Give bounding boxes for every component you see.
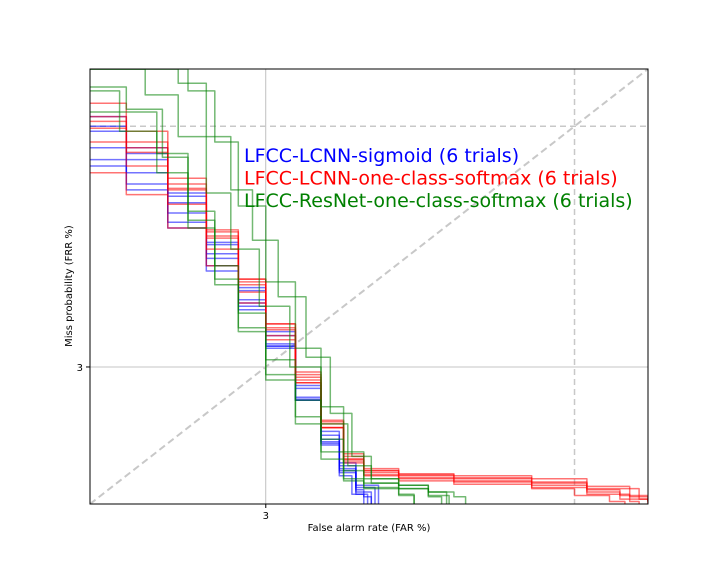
- curve-series-2-trial-5: [90, 69, 450, 504]
- y-tick-label-0: 3: [77, 363, 83, 374]
- x-tick-label-0: 3: [263, 511, 269, 522]
- equal-error-diagonal: [90, 69, 648, 504]
- legend: LFCC-LCNN-sigmoid (6 trials)LFCC-LCNN-on…: [244, 145, 633, 212]
- y-axis-label: Miss probability (FRR %): [64, 225, 75, 347]
- legend-entry-0: LFCC-LCNN-sigmoid (6 trials): [244, 145, 519, 167]
- curve-series-2-trial-6: [90, 86, 415, 504]
- det-curves: [90, 69, 648, 504]
- reference-lines: [90, 69, 648, 504]
- legend-entry-1: LFCC-LCNN-one-class-softmax (6 trials): [244, 168, 618, 190]
- axis-ticks: 33: [77, 363, 269, 522]
- plot-frame: [89, 68, 649, 505]
- legend-entry-2: LFCC-ResNet-one-class-softmax (6 trials): [244, 190, 633, 212]
- x-axis-label: False alarm rate (FAR %): [308, 523, 431, 534]
